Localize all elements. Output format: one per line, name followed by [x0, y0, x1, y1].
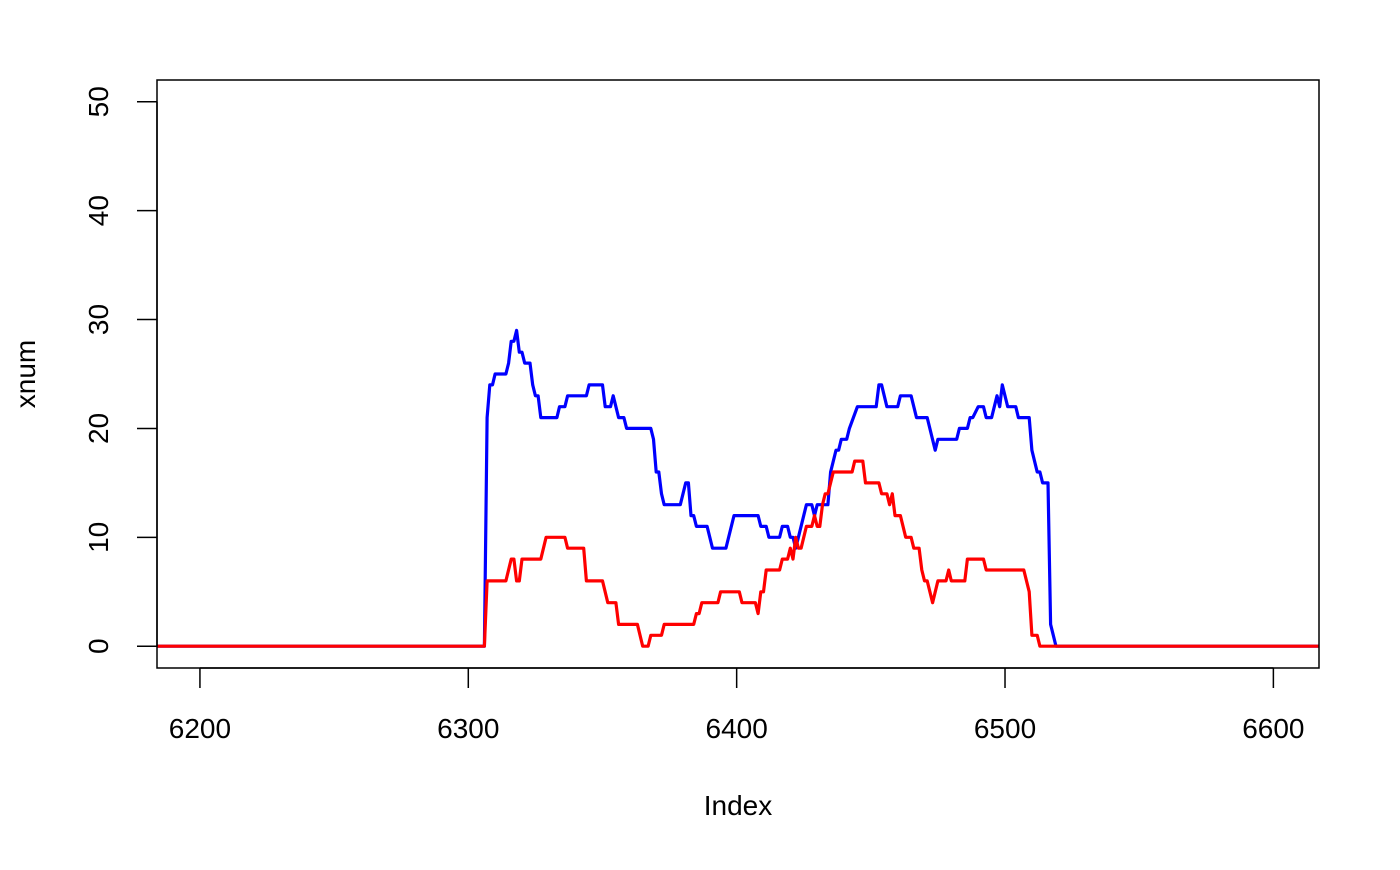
- y-tick-label: 0: [83, 638, 114, 654]
- x-tick-label: 6200: [169, 713, 231, 744]
- y-axis-title: xnum: [10, 340, 41, 408]
- x-axis-title: Index: [704, 790, 773, 821]
- x-tick-label: 6300: [437, 713, 499, 744]
- y-tick-label: 10: [83, 522, 114, 553]
- series-layer: [157, 328, 1319, 648]
- x-tick-label: 6500: [974, 713, 1036, 744]
- x-tick-label: 6600: [1242, 713, 1304, 744]
- y-axis: 0 10 20 30 40 50: [83, 86, 158, 654]
- x-tick-label: 6400: [706, 713, 768, 744]
- y-tick-label: 20: [83, 413, 114, 444]
- x-axis: 6200 6300 6400 6500 6600: [169, 667, 1305, 744]
- y-tick-label: 50: [83, 86, 114, 117]
- series-line-1: [157, 328, 1319, 648]
- y-tick-label: 40: [83, 195, 114, 226]
- series-line-2: [157, 459, 1319, 648]
- y-tick-label: 30: [83, 304, 114, 335]
